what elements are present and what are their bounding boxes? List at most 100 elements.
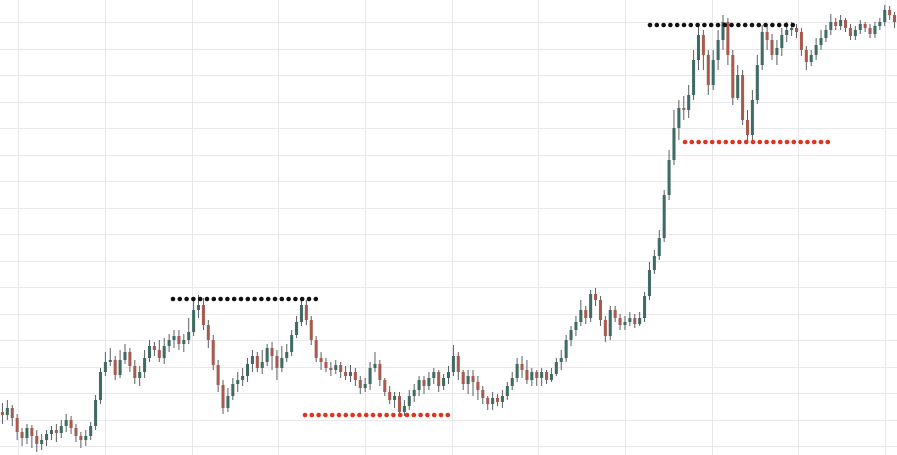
resistance-dot <box>204 296 210 302</box>
resistance-dot <box>293 296 298 302</box>
candle <box>437 370 441 392</box>
candle-body-bullish <box>579 310 583 322</box>
candle-body-bearish <box>545 372 549 380</box>
candle-body-bullish <box>442 378 446 386</box>
resistance-dot <box>756 22 762 28</box>
candle-body-bearish <box>613 310 617 318</box>
candle <box>59 420 63 438</box>
candle <box>466 370 470 394</box>
resistance-level <box>647 22 796 28</box>
resistance-dot <box>749 22 755 28</box>
support-dot <box>743 139 749 145</box>
candle-body-bullish <box>236 380 240 384</box>
candle <box>255 352 259 372</box>
candle <box>863 22 867 32</box>
candle <box>839 15 843 30</box>
candle <box>89 422 93 440</box>
candle <box>643 292 647 322</box>
candle-body-bullish <box>554 362 558 374</box>
candle-body-bearish <box>270 348 274 356</box>
candle-body-bearish <box>15 418 19 432</box>
candle <box>250 350 254 372</box>
candle-body-bullish <box>118 360 122 375</box>
candle <box>265 344 269 366</box>
candle-body-bullish <box>491 398 495 404</box>
candle <box>299 297 303 326</box>
support-dot <box>696 139 701 145</box>
support-dot <box>411 412 417 418</box>
candle-body-bearish <box>79 436 83 440</box>
candle-body-bearish <box>383 380 387 392</box>
candle-body-bearish <box>765 32 769 40</box>
candle <box>741 70 745 125</box>
candle-body-bearish <box>255 356 259 368</box>
candle <box>834 18 838 30</box>
candle-body-bullish <box>285 352 289 358</box>
candle <box>500 390 504 408</box>
candle <box>412 384 416 402</box>
candle-body-bearish <box>324 362 328 368</box>
candle-body-bullish <box>711 60 715 85</box>
resistance-dot <box>218 296 223 302</box>
candle-body-bullish <box>775 48 779 55</box>
candle-body-bullish <box>677 108 681 128</box>
candle-body-bearish <box>893 15 897 22</box>
candle-body-bullish <box>446 372 451 378</box>
candle-body-bearish <box>206 325 210 340</box>
resistance-dot <box>668 22 673 28</box>
support-dot <box>336 412 342 418</box>
support-dot <box>377 412 383 418</box>
resistance-dot <box>647 22 653 28</box>
resistance-dot <box>191 296 196 302</box>
candle <box>270 342 274 370</box>
support-level <box>682 139 831 145</box>
resistance-dot <box>736 22 741 28</box>
candle <box>505 382 509 400</box>
support-dot <box>343 412 349 418</box>
candle-body-bearish <box>844 20 848 28</box>
candle <box>848 24 852 40</box>
candle-body-bullish <box>814 45 818 55</box>
candle-body-bullish <box>393 396 397 400</box>
candle <box>731 50 735 105</box>
candle <box>540 368 544 386</box>
resistance-dot <box>688 22 694 28</box>
support-dot <box>445 412 451 418</box>
candle-body-bearish <box>358 380 362 388</box>
candle <box>402 400 406 416</box>
candle <box>172 330 176 348</box>
candle-body-bullish <box>569 330 573 340</box>
candle <box>388 386 392 404</box>
candle-body-bearish <box>329 368 333 370</box>
candle-body-bullish <box>716 40 720 60</box>
candle-body-bearish <box>888 10 892 15</box>
candle <box>309 316 313 345</box>
candle-body-bearish <box>309 320 313 340</box>
candle <box>692 50 696 100</box>
candle <box>152 342 156 356</box>
candle-body-bearish <box>863 24 867 28</box>
candle <box>564 335 568 362</box>
candle <box>780 28 784 56</box>
candle-body-bullish <box>549 374 553 380</box>
candle <box>280 346 284 372</box>
candle <box>147 340 152 362</box>
support-dot <box>363 412 369 418</box>
candle-body-bullish <box>540 372 544 378</box>
candle-body-bullish <box>559 358 563 362</box>
candle <box>893 12 897 28</box>
candle-body-bearish <box>397 396 402 412</box>
candle-body-bullish <box>89 426 93 436</box>
candle <box>192 300 196 336</box>
candle-body-bullish <box>628 318 632 322</box>
candle <box>667 150 671 200</box>
candle-body-bullish <box>402 406 406 412</box>
candle-body-bullish <box>147 346 152 358</box>
candle <box>481 386 485 404</box>
candle-body-bullish <box>407 396 411 406</box>
resistance-dot <box>729 22 734 28</box>
candle-body-bearish <box>745 120 750 135</box>
candle <box>162 338 166 364</box>
candle-body-bearish <box>304 305 308 320</box>
resistance-dot <box>272 296 278 302</box>
